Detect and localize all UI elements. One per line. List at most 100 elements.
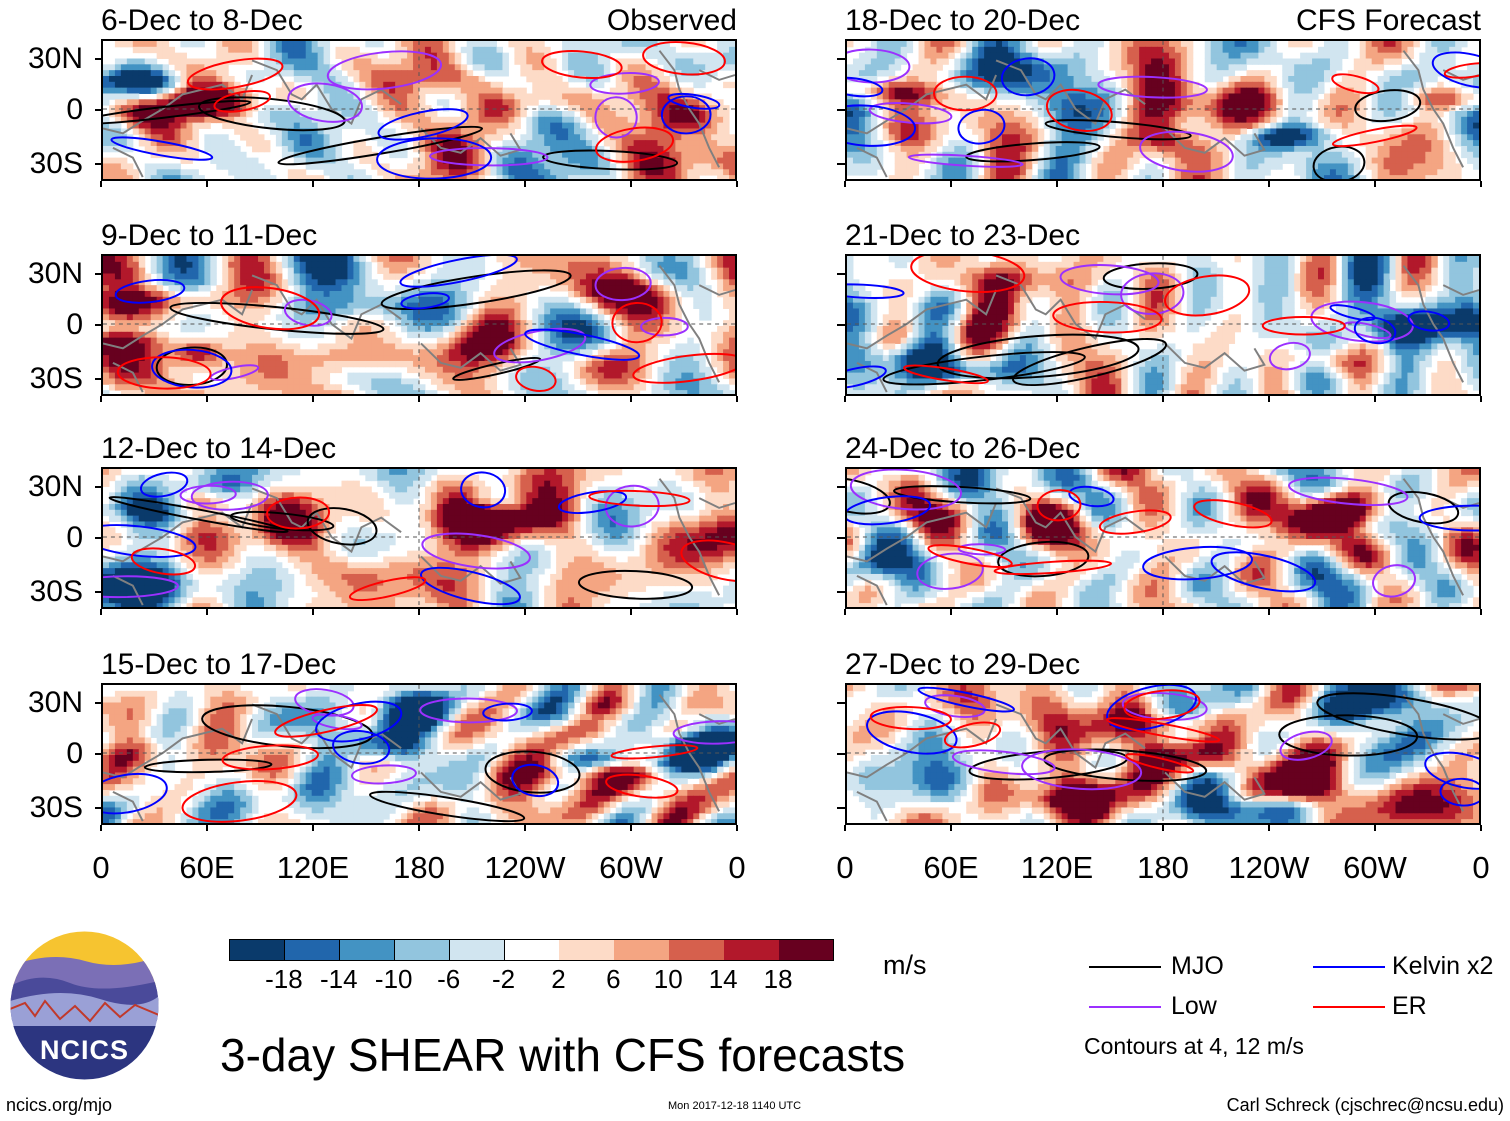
lat-label: 30S (29, 575, 83, 608)
contour-low (916, 552, 984, 590)
lon-tick (950, 609, 952, 615)
contour-low (1021, 748, 1143, 791)
lat-tick (95, 109, 101, 111)
lon-tick (1480, 609, 1482, 615)
contour-er (1036, 489, 1082, 522)
contour-er (869, 705, 952, 731)
contour-er (221, 744, 319, 771)
contour-er (642, 41, 726, 76)
lon-label: 0 (836, 850, 854, 885)
lon-tick (1480, 825, 1482, 831)
lon-tick (736, 396, 738, 402)
lon-label: 60W (1343, 850, 1407, 885)
contour-mjo (936, 333, 1140, 380)
footer-timestamp: Mon 2017-12-18 1140 UTC (668, 1100, 802, 1112)
lon-tick (950, 396, 952, 402)
contour-er (927, 544, 1013, 568)
contour-low (429, 147, 549, 167)
lat-tick (95, 273, 101, 275)
panel-title: 27-Dec to 29-Dec (845, 648, 1081, 681)
lat-tick (837, 702, 845, 704)
colorbar-tick-label: -2 (491, 964, 516, 994)
lat-tick (95, 537, 101, 539)
lat-tick (837, 378, 845, 380)
contour-er (588, 489, 691, 508)
lat-tick (95, 486, 101, 488)
legend-label: ER (1392, 992, 1427, 1020)
contour-mjo (108, 496, 289, 534)
shear-field (847, 256, 1479, 394)
contour-kelvin-x2 (1210, 551, 1317, 593)
lon-label: 0 (728, 850, 746, 885)
panel-title: 15-Dec to 17-Dec (101, 648, 337, 681)
contour-low (421, 532, 531, 570)
lon-tick (1056, 396, 1058, 402)
lon-label: 60E (923, 850, 979, 885)
lat-tick (837, 109, 845, 111)
contour-kelvin-x2 (524, 328, 641, 361)
panel-title: 6-Dec to 8-Dec (101, 4, 303, 37)
lon-tick (206, 396, 208, 402)
lon-tick (630, 396, 632, 402)
lat-tick (95, 163, 101, 165)
shear-field (847, 685, 1479, 823)
contour-low (672, 720, 735, 745)
lat-tick (837, 537, 845, 539)
colorbar-units: m/s (883, 950, 927, 980)
colorbar-tick-label: 6 (606, 964, 621, 994)
contour-kelvin-x2 (660, 95, 712, 135)
lon-tick (844, 609, 846, 615)
shaded-cells (847, 685, 1479, 823)
lon-tick (630, 825, 632, 831)
contour-kelvin-x2 (511, 763, 560, 798)
lon-tick (312, 181, 314, 187)
lon-label: 120W (1228, 850, 1310, 885)
contour-low (594, 96, 638, 139)
lat-tick (95, 324, 101, 326)
lon-tick (1268, 181, 1270, 187)
lon-tick (1162, 825, 1164, 831)
lon-tick (736, 181, 738, 187)
lon-label: 120E (276, 850, 350, 885)
lon-tick (736, 609, 738, 615)
lat-tick (837, 58, 845, 60)
coastline (847, 289, 997, 350)
lon-tick (1374, 825, 1376, 831)
logo-text: NCICS (39, 1035, 129, 1065)
lon-label: 120E (1020, 850, 1094, 885)
lon-tick (418, 181, 420, 187)
coastline (658, 265, 720, 383)
contour-kelvin-x2 (847, 495, 932, 526)
coastline (1164, 342, 1266, 372)
contour-low (951, 749, 1056, 776)
contour-er (611, 301, 663, 344)
contour-mjo (1044, 119, 1192, 141)
map-panel (845, 467, 1481, 609)
contour-er (1123, 689, 1201, 721)
lat-label: 0 (66, 737, 83, 770)
coastline (1402, 265, 1464, 383)
contour-er (1052, 300, 1163, 334)
contour-low (103, 575, 179, 599)
contour-low (957, 543, 1007, 556)
contour-mjo (369, 790, 526, 823)
coastline (995, 703, 1146, 770)
contour-kelvin-x2 (1353, 316, 1397, 345)
contour-mjo (103, 99, 252, 125)
contour-kelvin-x2 (1000, 57, 1056, 97)
shear-field (847, 469, 1479, 607)
contour-er (1125, 753, 1195, 774)
column-label: CFS Forecast (1295, 4, 1481, 37)
contour-low (907, 153, 1024, 168)
colorbar-tick-label: 10 (653, 964, 683, 994)
colorbar-swatch (394, 939, 451, 961)
colorbar-swatch (504, 939, 560, 961)
contour-kelvin-x2 (847, 283, 905, 299)
legend-line (1313, 1006, 1385, 1008)
contour-mjo (484, 750, 581, 794)
shaded-cells (847, 41, 1479, 179)
panel-title: 21-Dec to 23-Dec (845, 219, 1081, 252)
contour-low (1059, 264, 1160, 296)
lon-tick (1480, 181, 1482, 187)
lat-label: 0 (66, 93, 83, 126)
